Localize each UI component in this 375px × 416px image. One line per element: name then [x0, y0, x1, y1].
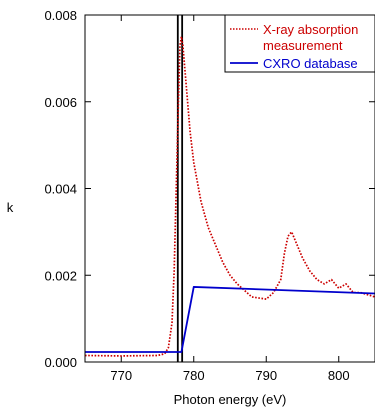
series-layer — [85, 35, 375, 357]
tick-label-layer: 770 780 790 800 0.000 0.002 0.004 0.006 0.008 — [44, 8, 349, 383]
y-tick-label: 0.004 — [44, 182, 77, 197]
legend-label-xray-line2: measurement — [263, 38, 343, 53]
y-tick-label: 0.006 — [44, 95, 77, 110]
series-line-cxro-database — [85, 286, 375, 353]
series-line-xray-absorption — [85, 35, 375, 357]
x-tick-label: 790 — [255, 368, 277, 383]
x-tick-label: 800 — [328, 368, 350, 383]
legend-label-cxro: CXRO database — [263, 56, 358, 71]
legend-label-xray-line1: X-ray absorption — [263, 22, 358, 37]
y-tick-label: 0.008 — [44, 8, 77, 23]
x-tick-label: 770 — [110, 368, 132, 383]
legend: X-ray absorption measurement CXRO databa… — [224, 14, 375, 73]
vertical-line-layer — [176, 15, 184, 362]
y-tick-label: 0.002 — [44, 268, 77, 283]
x-axis-label: Photon energy (eV) — [174, 392, 287, 407]
y-tick-label: 0.000 — [44, 355, 77, 370]
y-axis-label: k — [7, 200, 14, 215]
x-tick-label: 780 — [183, 368, 205, 383]
